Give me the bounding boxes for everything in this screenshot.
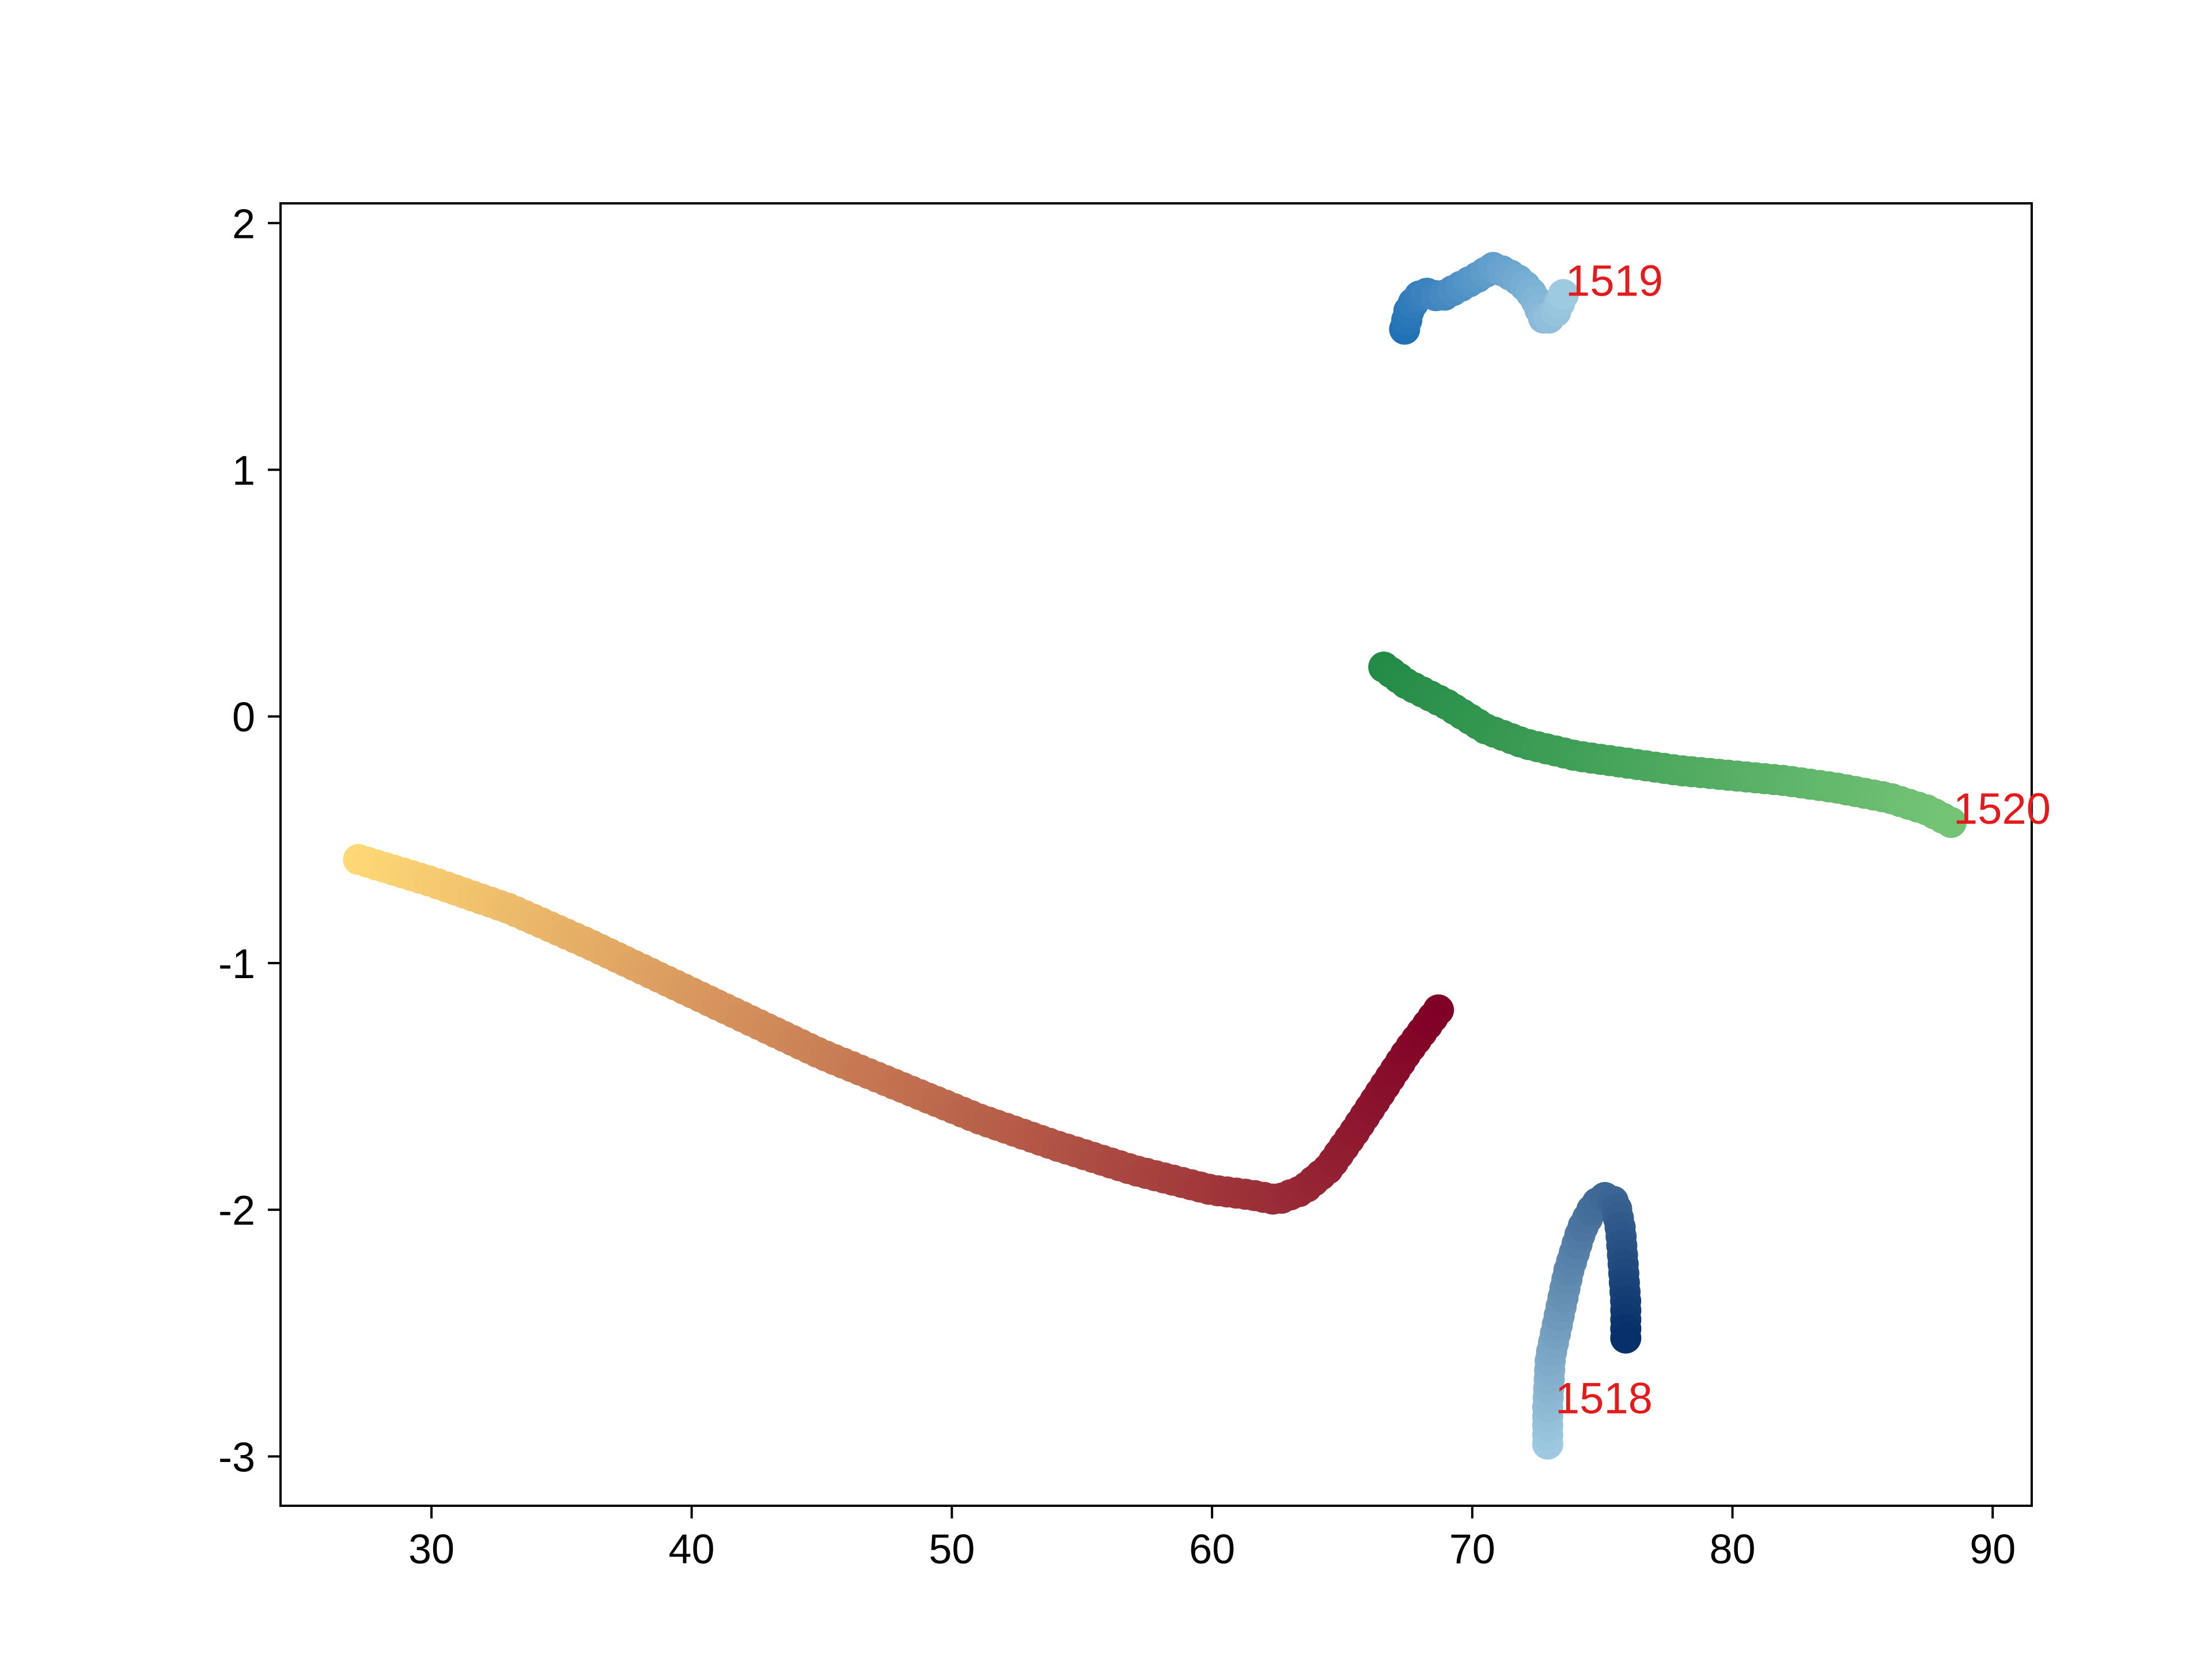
x-tick-label: 80 [1709,1527,1755,1573]
y-tick-label: -1 [218,941,255,987]
data-point [1610,1322,1642,1354]
series-1518 [1532,1181,1642,1460]
data-point [1423,994,1455,1026]
series-1520 [1368,652,1967,838]
y-tick-label: 1 [232,448,255,494]
data-point [1547,279,1579,310]
y-tick-label: 2 [232,201,255,247]
series-annotation-1519: 1519 [1566,256,1663,305]
y-tick-label: 0 [232,695,255,741]
x-tick-label: 70 [1449,1527,1495,1573]
ticks-layer: 30 40 50 60 70 80 90 2 1 0 -1 -2 -3 [218,201,2016,1573]
y-tick-label: -2 [218,1188,255,1234]
series-1519 [1389,252,1579,345]
x-tick-label: 60 [1189,1527,1235,1573]
series-annotation-1518: 1518 [1555,1374,1653,1423]
series-annotation-1520: 1520 [1953,785,2051,834]
series-0 [343,844,1455,1215]
labels-layer: 1519 1520 1518 [1555,256,2051,1423]
plot-frame [279,202,2033,1507]
x-tick-label: 90 [1969,1527,2016,1573]
x-tick-label: 30 [408,1527,454,1573]
data-point [1936,806,1967,838]
y-tick-label: -3 [218,1434,255,1480]
series-layer [343,252,1967,1460]
x-tick-label: 40 [669,1527,715,1573]
x-tick-label: 50 [929,1527,975,1573]
